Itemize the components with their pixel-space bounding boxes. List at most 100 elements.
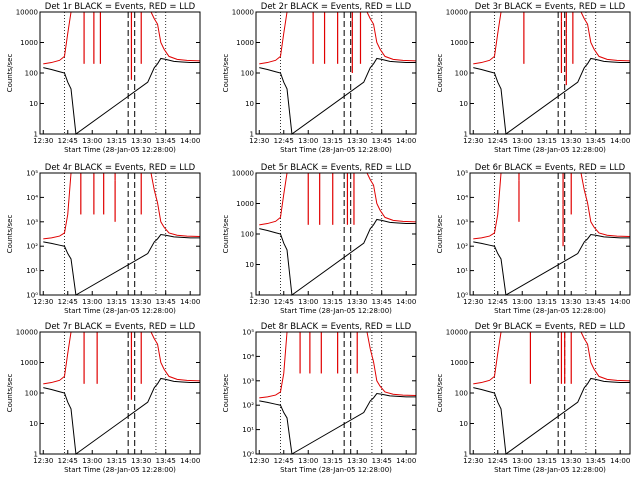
x-tick-label: 13:15	[537, 457, 557, 465]
lld-series-line	[473, 11, 631, 65]
y-tick-label: 10⁰	[26, 292, 38, 300]
panel-title: Det 8r BLACK = Events, RED = LLD	[261, 322, 412, 332]
x-tick-label: 13:45	[372, 457, 392, 465]
y-tick-label: 10⁵	[456, 170, 468, 178]
x-axis-label: Start Time (28-Jan-05 12:28:00)	[280, 146, 392, 154]
events-series-line	[473, 377, 630, 455]
x-tick-label: 13:30	[347, 298, 367, 306]
plot-frame	[255, 331, 417, 455]
y-tick-label: 10	[459, 420, 468, 428]
detector-panel: Det 9r BLACK = Events, RED = LLD 1 10 100 10…	[436, 322, 631, 474]
events-series-line	[259, 393, 416, 455]
y-tick-label: 10³	[26, 218, 38, 226]
x-axis-label: Start Time (28-Jan-05 12:28:00)	[494, 307, 606, 315]
x-tick-label: 13:15	[323, 298, 343, 306]
y-tick-label: 10⁴	[26, 194, 38, 202]
y-tick-label: 10	[245, 100, 254, 108]
x-tick-label: 13:00	[298, 137, 318, 145]
y-tick-label: 10¹	[456, 267, 468, 275]
y-tick-label: 10000	[16, 329, 38, 337]
detector-panel: Det 8r BLACK = Events, RED = LLD 10⁰ 10¹ 10…	[222, 322, 417, 474]
lld-series-line	[43, 11, 201, 65]
x-tick-label: 13:00	[298, 298, 318, 306]
x-tick-label: 14:00	[180, 137, 200, 145]
y-tick-label: 10⁰	[242, 451, 254, 459]
y-tick-label: 10	[29, 100, 38, 108]
lld-series-line	[259, 172, 417, 226]
y-tick-label: 1	[464, 451, 468, 459]
x-tick-label: 13:45	[586, 457, 606, 465]
y-axis-label: Counts/sec	[436, 374, 444, 413]
x-tick-label: 12:45	[274, 137, 294, 145]
x-tick-label: 12:30	[463, 298, 483, 306]
x-tick-label: 13:45	[156, 457, 176, 465]
y-tick-label: 10	[29, 420, 38, 428]
y-axis-label: Counts/sec	[222, 215, 230, 254]
y-tick-label: 1000	[20, 39, 38, 47]
y-tick-label: 100	[241, 70, 254, 78]
detector-panel: Det 3r BLACK = Events, RED = LLD 1 10 100 10…	[436, 2, 631, 154]
x-tick-label: 13:30	[131, 298, 151, 306]
y-axis-label: Counts/sec	[6, 54, 14, 93]
events-series-line	[43, 234, 200, 296]
detector-panel: Det 2r BLACK = Events, RED = LLD 1 10 100 10…	[222, 2, 417, 154]
y-tick-label: 1000	[20, 359, 38, 367]
y-axis-label: Counts/sec	[222, 374, 230, 413]
y-tick-label: 1	[464, 131, 468, 139]
y-tick-label: 10⁴	[456, 194, 468, 202]
x-tick-label: 12:45	[274, 457, 294, 465]
y-tick-label: 10	[459, 100, 468, 108]
y-axis-label: Counts/sec	[222, 54, 230, 93]
lld-series-line	[43, 331, 201, 385]
x-tick-label: 14:00	[610, 457, 630, 465]
detector-panel: Det 4r BLACK = Events, RED = LLD 10⁰ 10¹ 10…	[6, 163, 201, 315]
y-tick-label: 10²	[26, 243, 38, 251]
x-tick-label: 12:45	[488, 298, 508, 306]
x-tick-label: 13:00	[512, 298, 532, 306]
x-axis-label: Start Time (28-Jan-05 12:28:00)	[494, 466, 606, 474]
plot-frame	[39, 172, 201, 296]
y-tick-label: 10⁰	[456, 292, 468, 300]
y-tick-label: 10000	[232, 9, 254, 17]
x-tick-label: 13:15	[107, 457, 127, 465]
events-series-line	[43, 57, 200, 135]
y-tick-label: 1000	[450, 359, 468, 367]
y-tick-label: 1	[250, 131, 254, 139]
y-tick-label: 10⁴	[242, 353, 254, 361]
y-tick-label: 100	[455, 390, 468, 398]
y-tick-label: 1000	[236, 200, 254, 208]
x-tick-label: 13:15	[323, 137, 343, 145]
x-tick-label: 12:45	[488, 457, 508, 465]
panel-title: Det 9r BLACK = Events, RED = LLD	[475, 322, 626, 332]
y-tick-label: 10³	[456, 218, 468, 226]
lld-series-line	[43, 172, 201, 240]
lld-series-line	[473, 172, 631, 240]
x-tick-label: 14:00	[396, 137, 416, 145]
x-tick-label: 14:00	[396, 298, 416, 306]
x-tick-label: 14:00	[610, 137, 630, 145]
x-tick-label: 12:45	[488, 137, 508, 145]
x-tick-label: 13:15	[537, 137, 557, 145]
events-series-line	[259, 218, 416, 296]
x-tick-label: 14:00	[610, 298, 630, 306]
x-tick-label: 13:15	[537, 298, 557, 306]
x-tick-label: 13:15	[323, 457, 343, 465]
detector-panel: Det 1r BLACK = Events, RED = LLD 1 10 100 10…	[6, 2, 201, 154]
x-tick-label: 13:30	[561, 298, 581, 306]
y-tick-label: 1	[34, 131, 38, 139]
x-tick-label: 12:30	[249, 457, 269, 465]
plot-frame	[469, 172, 631, 296]
x-tick-label: 12:30	[249, 298, 269, 306]
y-tick-label: 1	[250, 292, 254, 300]
y-tick-label: 10¹	[242, 426, 254, 434]
lld-series-line	[259, 331, 417, 399]
x-tick-label: 12:30	[33, 137, 53, 145]
y-tick-label: 10⁵	[26, 170, 38, 178]
x-axis-label: Start Time (28-Jan-05 12:28:00)	[280, 307, 392, 315]
panel-title: Det 3r BLACK = Events, RED = LLD	[475, 2, 626, 12]
y-tick-label: 10	[245, 261, 254, 269]
x-tick-label: 14:00	[396, 457, 416, 465]
x-tick-label: 13:45	[156, 298, 176, 306]
x-tick-label: 12:30	[463, 137, 483, 145]
x-axis-label: Start Time (28-Jan-05 12:28:00)	[64, 466, 176, 474]
